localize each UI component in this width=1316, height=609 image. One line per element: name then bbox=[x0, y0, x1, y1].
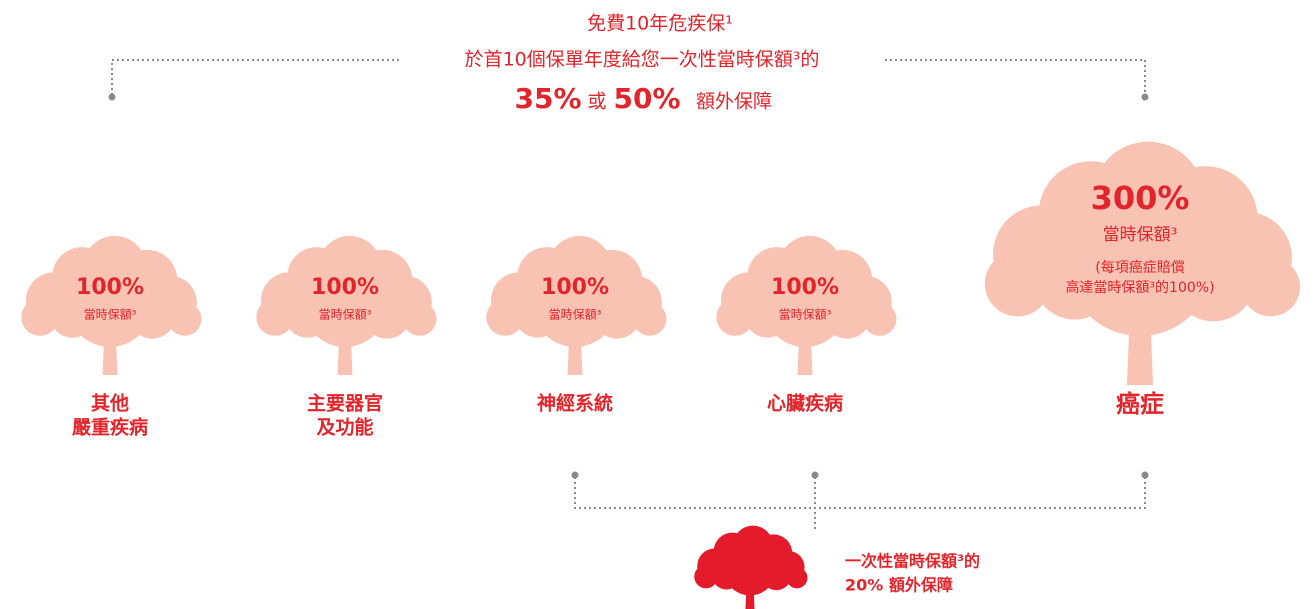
tree-label: 及功能 bbox=[316, 416, 373, 439]
tree-note: 高達當時保額³的100%) bbox=[1065, 279, 1214, 296]
tree-percent: 300% bbox=[1091, 179, 1190, 217]
tree-percent: 100% bbox=[541, 275, 609, 300]
tree bbox=[486, 236, 666, 375]
header-line: 免費10年危疾保¹ bbox=[587, 13, 733, 35]
tree-note: (每項癌症賠償 bbox=[1095, 260, 1184, 276]
tree-label: 癌症 bbox=[1116, 390, 1164, 418]
tree-label: 其他 bbox=[91, 392, 129, 415]
bonus-text: 一次性當時保額³的 bbox=[845, 552, 980, 571]
tree-caption: 當時保額³ bbox=[84, 308, 137, 322]
header-percent: 50% bbox=[613, 82, 680, 115]
header-extra: 額外保障 bbox=[696, 91, 772, 113]
tree-label: 嚴重疾病 bbox=[72, 416, 148, 439]
header-or: 或 bbox=[587, 91, 606, 113]
tree-label: 心臟疾病 bbox=[767, 392, 843, 415]
header-percent: 35% bbox=[514, 82, 581, 115]
infographic: 免費10年危疾保¹ 於首10個保單年度給您一次性當時保額³的 35% 或 50%… bbox=[0, 0, 1316, 609]
tree-percent: 100% bbox=[311, 275, 379, 300]
tree bbox=[256, 236, 436, 375]
bottom-bracket bbox=[572, 472, 1149, 531]
tree bbox=[716, 236, 896, 375]
tree-label: 神經系統 bbox=[537, 392, 613, 415]
tree bbox=[21, 236, 201, 375]
header-line: 於首10個保單年度給您一次性當時保額³的 bbox=[465, 49, 820, 71]
bonus-tree bbox=[694, 526, 807, 609]
tree-caption: 當時保額³ bbox=[549, 308, 602, 322]
tree-caption: 當時保額³ bbox=[319, 308, 372, 322]
tree-percent: 100% bbox=[76, 275, 144, 300]
bonus-text: 20% 額外保障 bbox=[845, 576, 953, 595]
tree-caption: 當時保額³ bbox=[779, 308, 832, 322]
tree-percent: 100% bbox=[771, 275, 839, 300]
tree-label: 主要器官 bbox=[307, 392, 383, 415]
tree-caption: 當時保額³ bbox=[1103, 225, 1178, 245]
